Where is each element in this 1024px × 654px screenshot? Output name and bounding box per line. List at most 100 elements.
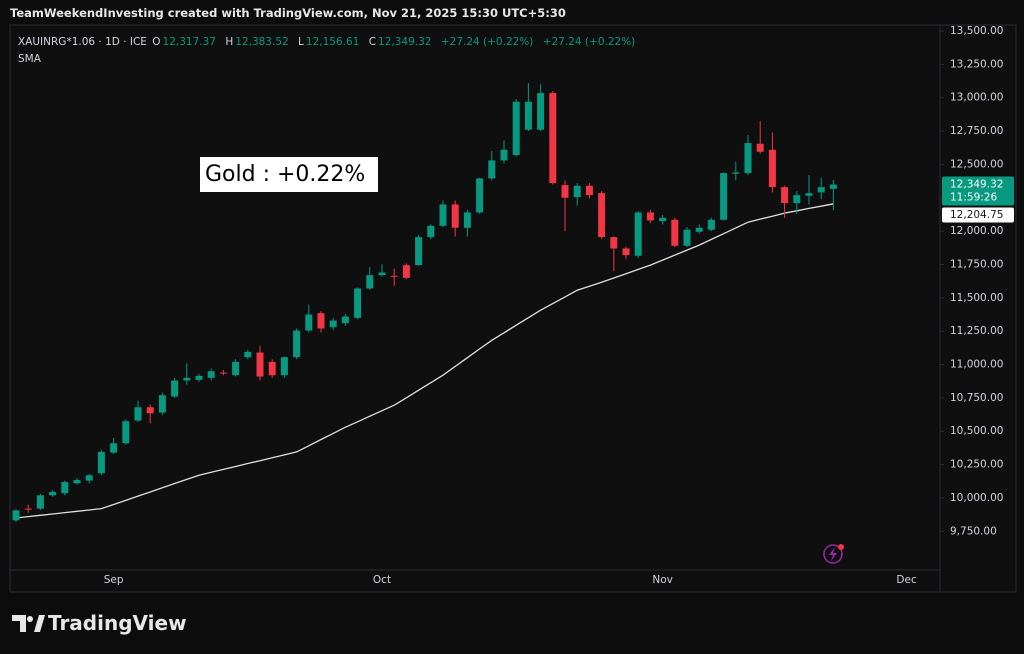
candle-body (12, 510, 20, 521)
candle-body (451, 204, 459, 228)
candle-body (573, 185, 581, 198)
candle-body (646, 212, 654, 221)
candle-body (829, 184, 837, 189)
sma-price-tag (942, 207, 1014, 223)
candle-body (158, 395, 166, 413)
y-tick-label: 11,500.00 (950, 292, 1003, 304)
candle-body (134, 407, 142, 421)
candle-body (97, 451, 105, 474)
countdown: 11:59:26 (950, 192, 997, 204)
candle-body (622, 248, 630, 256)
candle-body (488, 160, 496, 179)
candle-body (171, 380, 179, 397)
y-tick-label: 12,000.00 (950, 225, 1003, 237)
ohlc-name: L (298, 36, 304, 48)
candle-body (463, 212, 471, 228)
ohlc-value: 12,317.37 (162, 36, 216, 48)
y-tick-label: 12,500.00 (950, 158, 1003, 170)
candle-body (244, 351, 252, 358)
candle-body (793, 195, 801, 204)
candle-body (378, 272, 386, 276)
candle-body (317, 313, 325, 329)
candle-body (354, 288, 362, 318)
attribution: TeamWeekendInvesting created with Tradin… (10, 6, 566, 20)
candle-body (415, 237, 423, 266)
candle-body (73, 479, 81, 484)
candle-body (24, 508, 32, 510)
ohlc-value: 12,383.52 (235, 36, 289, 48)
candle-body (512, 101, 520, 156)
candle-body (524, 101, 532, 130)
candle-body (366, 275, 374, 289)
x-tick-label: Oct (373, 574, 391, 586)
y-tick-label: 11,000.00 (950, 359, 1003, 371)
candle-body (744, 143, 752, 174)
candle-body (207, 371, 215, 378)
sma-legend: SMA (18, 53, 41, 65)
candle-body (61, 481, 69, 494)
y-tick-label: 13,000.00 (950, 92, 1003, 104)
last-price-tag (942, 176, 1014, 206)
candle-body (732, 172, 740, 174)
candle-body (598, 193, 606, 238)
candle-body (36, 495, 44, 509)
change: +27.24 (+0.22%) (542, 36, 636, 48)
candle-body (293, 330, 301, 358)
candle-body (634, 212, 642, 256)
candle-body (720, 173, 728, 220)
ohlc-value: 12,156.61 (305, 36, 360, 48)
candle-body (817, 187, 825, 193)
candle-body (549, 93, 557, 184)
candle-body (110, 443, 118, 453)
y-tick-label: 12,750.00 (950, 125, 1003, 137)
y-tick-label: 10,500.00 (950, 425, 1003, 437)
candle-body (146, 407, 154, 414)
candle-body (561, 185, 569, 198)
change: +27.24 (+0.22%) (440, 36, 534, 48)
y-tick-label: 13,500.00 (950, 25, 1003, 37)
y-tick-label: 9,750.00 (950, 525, 997, 537)
x-tick-label: Sep (104, 574, 124, 586)
ohlc-value: 12,349.32 (378, 36, 432, 48)
candle-body (232, 361, 240, 376)
candle-body (683, 229, 691, 246)
candle-body (756, 143, 764, 152)
branding: TradingView (48, 611, 187, 635)
candle-body (195, 375, 203, 380)
candle-body (390, 275, 398, 277)
y-tick-label: 10,750.00 (950, 392, 1003, 404)
candle-body (500, 149, 508, 161)
ohlc-name: H (225, 36, 234, 48)
x-tick-label: Dec (896, 574, 917, 586)
candle-body (219, 372, 227, 374)
candle-body (695, 227, 703, 232)
tradingview-logo (12, 615, 45, 632)
candle-body (183, 377, 191, 381)
x-tick-label: Nov (652, 574, 673, 586)
candle-body (402, 265, 410, 278)
symbol-legend: XAUINRG*1.06 · 1D · ICE O 12,317.37 H 12,3… (18, 36, 641, 48)
lightning-icon[interactable] (823, 544, 844, 564)
y-tick-label: 11,750.00 (950, 258, 1003, 270)
annotation: Gold : +0.22% (200, 157, 378, 192)
candle-body (268, 361, 276, 376)
candle-body (256, 352, 264, 377)
y-tick-label: 11,250.00 (950, 325, 1003, 337)
candle-body (280, 357, 288, 376)
candle-body (585, 185, 593, 196)
y-tick-label: 13,250.00 (950, 58, 1003, 70)
candle-body (805, 193, 813, 196)
candle-body (659, 217, 667, 222)
candle-body (781, 187, 789, 204)
ohlc-name: O (152, 36, 161, 48)
candle-body (341, 316, 349, 324)
y-tick-label: 10,000.00 (950, 492, 1003, 504)
candle-body (610, 237, 618, 249)
sma-line (15, 203, 834, 519)
candle-body (537, 93, 545, 130)
candle-body (476, 178, 484, 213)
candle-body (122, 421, 130, 444)
candle-body (85, 475, 93, 481)
